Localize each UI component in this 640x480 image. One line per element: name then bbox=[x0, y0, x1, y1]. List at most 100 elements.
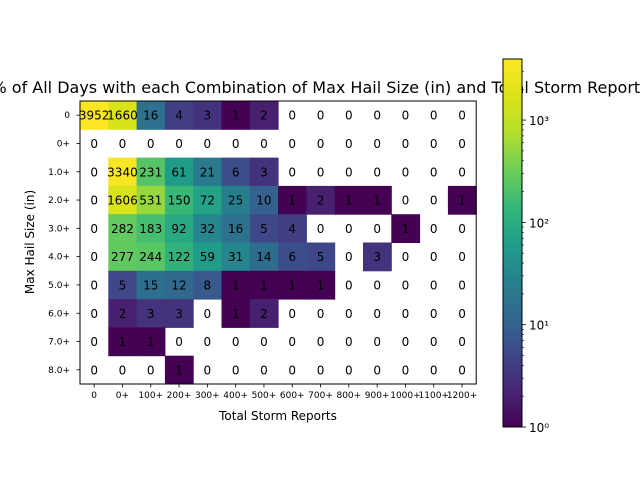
heatmap-cell bbox=[249, 270, 279, 300]
cell-value-label: 0 bbox=[373, 335, 381, 349]
heatmap-cell bbox=[221, 242, 251, 272]
cell-value-label: 8 bbox=[204, 278, 212, 292]
cell-value-label: 3340 bbox=[107, 165, 138, 179]
heatmap-cell bbox=[136, 185, 166, 215]
cell-value-label: 0 bbox=[430, 363, 438, 377]
cell-value-label: 1 bbox=[288, 194, 296, 208]
y-axis-label: Max Hail Size (in) bbox=[23, 190, 37, 294]
cell-value-label: 0 bbox=[345, 278, 353, 292]
cell-value-label: 0 bbox=[288, 165, 296, 179]
heatmap-cell bbox=[164, 101, 194, 130]
cell-value-label: 1 bbox=[260, 278, 268, 292]
cell-value-label: 0 bbox=[90, 278, 98, 292]
cell-value-label: 6 bbox=[288, 250, 296, 264]
cell-value-label: 4 bbox=[288, 222, 296, 236]
cell-value-label: 0 bbox=[458, 222, 466, 236]
cell-value-label: 1 bbox=[147, 335, 155, 349]
cell-value-label: 0 bbox=[430, 335, 438, 349]
cell-value-label: 3 bbox=[204, 109, 212, 123]
cell-value-label: 2 bbox=[260, 307, 268, 321]
cell-value-label: 3 bbox=[260, 165, 268, 179]
heatmap-cell bbox=[278, 242, 307, 272]
cell-value-label: 0 bbox=[175, 335, 183, 349]
cell-value-label: 0 bbox=[458, 363, 466, 377]
cell-value-label: 0 bbox=[345, 363, 353, 377]
heatmap-cell bbox=[136, 299, 166, 328]
x-axis-ticks: 0 0+ 100+ 200+ 300+ 400+ 500+ 600+ 700+ 800+ 900+ 1… bbox=[91, 384, 477, 401]
heatmap-cell bbox=[221, 214, 251, 243]
cell-value-label: 0 bbox=[402, 278, 410, 292]
cell-value-label: 1 bbox=[232, 278, 240, 292]
heatmap-cell bbox=[278, 214, 307, 243]
cell-value-label: 0 bbox=[317, 109, 325, 123]
cell-value-label: 0 bbox=[317, 165, 325, 179]
cell-value-label: 0 bbox=[458, 109, 466, 123]
heatmap-cell bbox=[164, 270, 194, 300]
cell-value-label: 1 bbox=[402, 222, 410, 236]
cell-value-label: 0 bbox=[345, 109, 353, 123]
heatmap-cell bbox=[164, 214, 194, 243]
cell-value-label: 0 bbox=[458, 278, 466, 292]
cell-value-label: 3952 bbox=[79, 109, 110, 123]
x-tick-label: 1200+ bbox=[447, 391, 477, 401]
cell-value-label: 3 bbox=[147, 307, 155, 321]
cell-value-label: 0 bbox=[288, 307, 296, 321]
heatmap-cell bbox=[249, 299, 279, 328]
y-tick-label: 4.0+ bbox=[48, 253, 70, 263]
x-tick-label: 100+ bbox=[138, 391, 163, 401]
heatmap-cell bbox=[164, 157, 194, 187]
x-tick-label: 900+ bbox=[365, 391, 390, 401]
heatmap-cell bbox=[306, 185, 336, 215]
colorbar-tick-label: 10¹ bbox=[529, 319, 549, 333]
cell-value-label: 15 bbox=[143, 278, 158, 292]
heatmap-cell bbox=[136, 242, 166, 272]
cell-value-label: 2 bbox=[260, 109, 268, 123]
cell-value-label: 183 bbox=[139, 222, 162, 236]
cell-value-label: 0 bbox=[288, 363, 296, 377]
cell-value-label: 12 bbox=[171, 278, 186, 292]
cell-value-label: 5 bbox=[317, 250, 325, 264]
cell-value-label: 0 bbox=[317, 307, 325, 321]
cell-value-label: 0 bbox=[204, 335, 212, 349]
cell-value-label: 0 bbox=[458, 137, 466, 151]
cell-value-label: 0 bbox=[430, 307, 438, 321]
heatmap-cell bbox=[193, 185, 222, 215]
heatmap-cell bbox=[221, 101, 251, 130]
cell-value-label: 0 bbox=[147, 137, 155, 151]
heatmap-cell bbox=[136, 214, 166, 243]
cell-value-label: 0 bbox=[430, 165, 438, 179]
heatmap-cell bbox=[278, 270, 307, 300]
cell-value-label: 0 bbox=[204, 137, 212, 151]
cell-value-label: 0 bbox=[90, 307, 98, 321]
colorbar-tick-label: 10² bbox=[529, 216, 549, 230]
cell-value-label: 0 bbox=[458, 165, 466, 179]
x-tick-label: 200+ bbox=[167, 391, 192, 401]
cell-value-label: 31 bbox=[228, 250, 243, 264]
heatmap-cell bbox=[306, 242, 336, 272]
heatmap-cell bbox=[193, 157, 222, 187]
x-tick-label: 0 bbox=[91, 391, 97, 401]
heatmap-cell bbox=[334, 185, 364, 215]
heatmap-cell bbox=[363, 185, 392, 215]
cell-value-label: 1 bbox=[232, 109, 240, 123]
x-tick-label: 400+ bbox=[223, 391, 248, 401]
cell-value-label: 0 bbox=[317, 137, 325, 151]
cell-value-label: 21 bbox=[200, 165, 215, 179]
cell-value-label: 0 bbox=[260, 363, 268, 377]
cell-value-label: 0 bbox=[345, 222, 353, 236]
heatmap-cell bbox=[447, 185, 477, 215]
cell-value-label: 0 bbox=[373, 363, 381, 377]
cell-value-label: 244 bbox=[139, 250, 162, 264]
cell-value-label: 0 bbox=[175, 137, 183, 151]
heatmap-cell bbox=[136, 157, 166, 187]
heatmap-cell bbox=[108, 299, 138, 328]
cell-value-label: 0 bbox=[90, 222, 98, 236]
cell-value-label: 0 bbox=[317, 222, 325, 236]
heatmap-cell bbox=[249, 185, 279, 215]
cell-value-label: 0 bbox=[260, 137, 268, 151]
cell-value-label: 5 bbox=[260, 222, 268, 236]
cell-value-label: 0 bbox=[430, 194, 438, 208]
cell-value-label: 0 bbox=[317, 335, 325, 349]
x-tick-label: 600+ bbox=[280, 391, 305, 401]
heatmap-cell bbox=[164, 242, 194, 272]
